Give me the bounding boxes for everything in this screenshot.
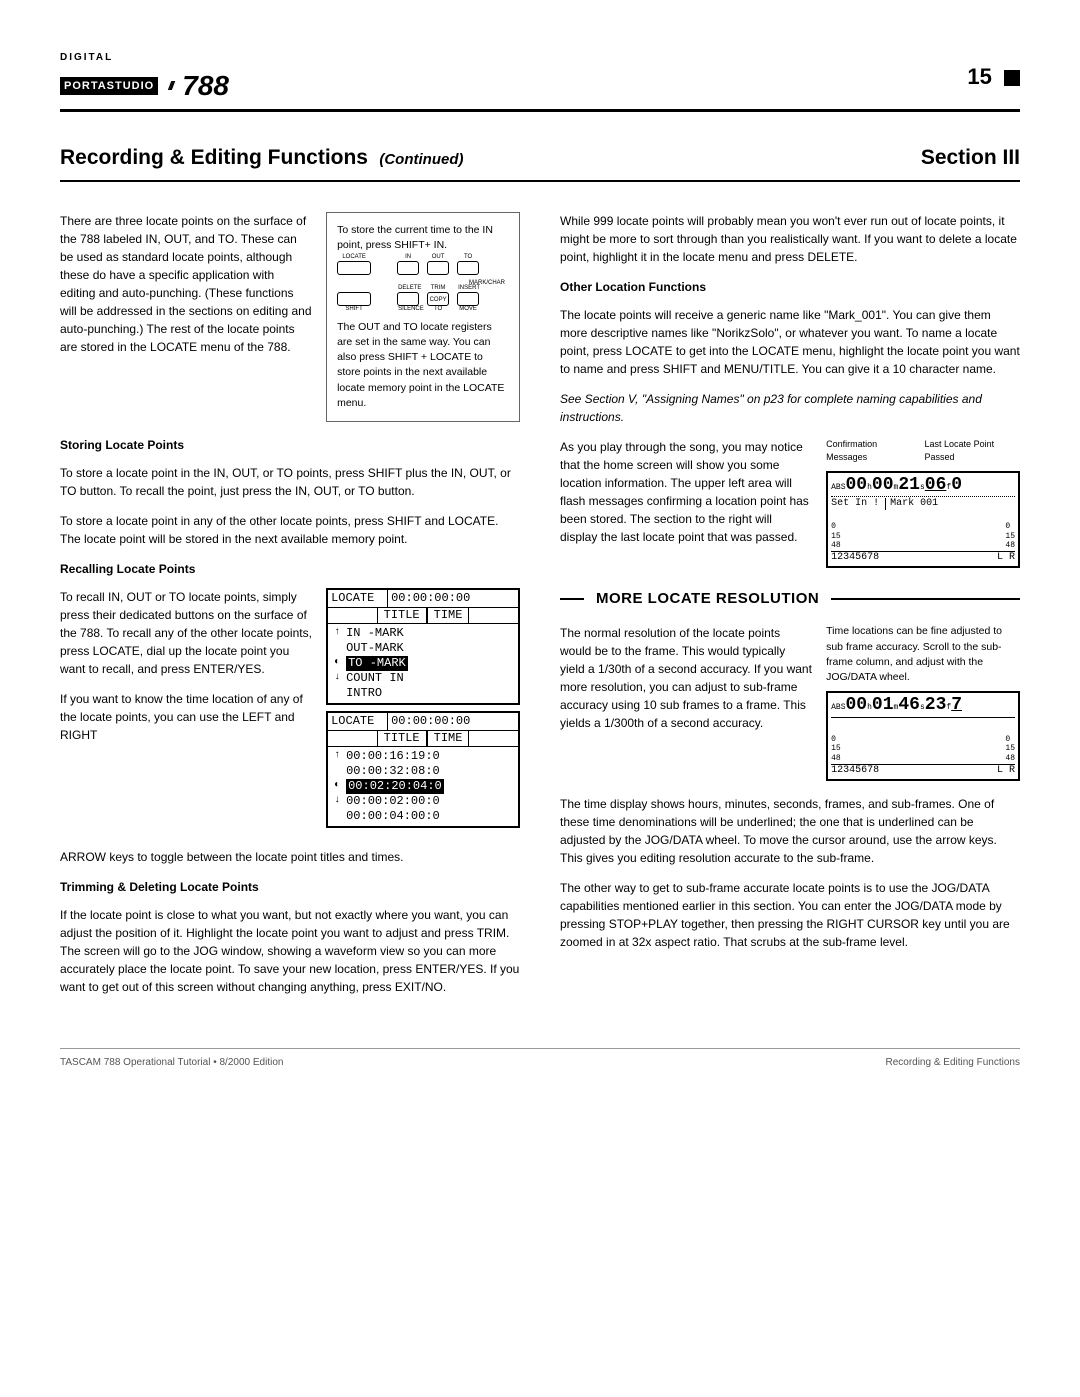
list-item-selected: TO -MARK: [346, 656, 408, 671]
lcd-label-last: Last Locate Point Passed: [925, 438, 1020, 465]
right-column: While 999 locate points will probably me…: [560, 212, 1020, 1008]
figure-caption-bottom: The OUT and TO locate registers are set …: [337, 320, 509, 411]
lcd-home-screen: ABS 00h 00m 21s 06f 0 Set In ! Mark 001 …: [826, 471, 1020, 568]
subsection-title: MORE LOCATE RESOLUTION: [596, 588, 819, 611]
heading-other: Other Location Functions: [560, 278, 1020, 296]
figure-shift-in: To store the current time to the IN poin…: [326, 212, 520, 422]
lcd2-channels: 12345678: [831, 765, 879, 777]
lcd-labels: Confirmation Messages Last Locate Point …: [826, 438, 1020, 465]
lcd-label-confirm: Confirmation Messages: [826, 438, 914, 465]
left-column: There are three locate points on the sur…: [60, 212, 520, 1008]
res-side-caption: Time locations can be fine adjusted to s…: [826, 624, 1020, 685]
list-item: 00:00:04:00:0: [346, 809, 440, 824]
lcd-meters-right: 0 15 48: [1005, 522, 1015, 551]
section-number: Section III: [921, 142, 1020, 174]
section-continued: (Continued): [379, 151, 463, 168]
page-footer: TASCAM 788 Operational Tutorial • 8/2000…: [60, 1048, 1020, 1070]
lcd-channels: 12345678: [831, 552, 879, 564]
footer-right: Recording & Editing Functions: [885, 1055, 1020, 1070]
heading-recalling: Recalling Locate Points: [60, 560, 520, 578]
list-item: 00:00:02:00:0: [346, 794, 440, 809]
locate-button-icon: LOCATE: [337, 261, 371, 275]
trim-p: If the locate point is close to what you…: [60, 906, 520, 996]
locate-sub-time-2: TIME: [427, 731, 470, 746]
locate-sub-title-2: TITLE: [377, 731, 427, 746]
lcd-lr: L R: [997, 552, 1015, 564]
out-button-icon: OUT: [427, 261, 449, 275]
list-item: 00:00:32:08:0: [346, 764, 440, 779]
res-p3: The other way to get to sub-frame accura…: [560, 879, 1020, 951]
heading-trim: Trimming & Deleting Locate Points: [60, 878, 520, 896]
intro-paragraph: There are three locate points on the sur…: [60, 212, 312, 356]
trim-button-icon: TRIMCOPY TO: [427, 292, 449, 306]
recall-p2: If you want to know the time location of…: [60, 690, 312, 744]
stripes-icon: ///: [168, 77, 172, 95]
page-number: 15: [967, 60, 1020, 93]
in-button-icon: IN: [397, 261, 419, 275]
res-p1: The normal resolution of the locate poin…: [560, 624, 812, 732]
page-number-text: 15: [967, 64, 991, 89]
delete-button-icon: DELETESILENCE: [397, 292, 419, 306]
recall-p3: ARROW keys to toggle between the locate …: [60, 848, 520, 866]
see-section: See Section V, "Assigning Names" on p23 …: [560, 390, 1020, 426]
storing-p2: To store a locate point in any of the ot…: [60, 512, 520, 548]
lcd-subframe-screen: ABS 00h 01m 46s 23f 7 0 15 48: [826, 691, 1020, 780]
list-item: 00:00:16:19:0: [346, 749, 440, 764]
right-p1: While 999 locate points will probably me…: [560, 212, 1020, 266]
section-header: Recording & Editing Functions (Continued…: [60, 142, 1020, 182]
right-p2: The locate points will receive a generic…: [560, 306, 1020, 378]
locate-screen-times: LOCATE 00:00:00:00 TITLE TIME ↑00:00:16:…: [326, 711, 520, 828]
footer-left: TASCAM 788 Operational Tutorial • 8/2000…: [60, 1055, 283, 1070]
model-number: 788: [182, 65, 229, 107]
page-header: DIGITAL PORTASTUDIO /// 788 15: [60, 50, 1020, 112]
list-item-selected: 00:02:20:04:0: [346, 779, 444, 794]
section-title: Recording & Editing Functions: [60, 146, 368, 169]
brand-bottom: PORTASTUDIO /// 788: [60, 65, 1020, 107]
list-item: INTRO: [346, 686, 382, 701]
right-p3: As you play through the song, you may no…: [560, 438, 812, 546]
locate-sub-time: TIME: [427, 608, 470, 623]
brand-top: DIGITAL: [60, 50, 1020, 65]
lcd-sub1: Set In !: [831, 498, 879, 510]
res-p2: The time display shows hours, minutes, s…: [560, 795, 1020, 867]
locate-screen-titles: LOCATE 00:00:00:00 TITLE TIME ↑IN -MARK …: [326, 588, 520, 705]
figure-caption-top: To store the current time to the IN poin…: [337, 223, 509, 253]
locate-header-label: LOCATE: [328, 590, 388, 607]
list-item: COUNT IN: [346, 671, 404, 686]
main-columns: There are three locate points on the sur…: [60, 212, 1020, 1008]
insert-button-icon: INSERTMOVE: [457, 292, 479, 306]
locate-header-time-2: 00:00:00:00: [388, 713, 473, 730]
lcd-sub2: Mark 001: [885, 498, 938, 510]
lcd-meters-left: 0 15 48: [831, 522, 841, 551]
lcd2-meters-left: 0 15 48: [831, 735, 841, 764]
locate-sub-title: TITLE: [377, 608, 427, 623]
recall-p1: To recall IN, OUT or TO locate points, s…: [60, 588, 312, 678]
to-button-icon: TO: [457, 261, 479, 275]
storing-p1: To store a locate point in the IN, OUT, …: [60, 464, 520, 500]
page-number-box-icon: [1004, 70, 1020, 86]
lcd2-lr: L R: [997, 765, 1015, 777]
figure-buttons: LOCATE IN OUT TO MARK/CHAR SHIFT DELETES…: [337, 261, 509, 306]
shift-button-icon: SHIFT: [337, 292, 371, 306]
list-item: IN -MARK: [346, 626, 404, 641]
heading-storing: Storing Locate Points: [60, 436, 520, 454]
brand-name: PORTASTUDIO: [60, 77, 158, 96]
subsection-header: MORE LOCATE RESOLUTION: [560, 588, 1020, 611]
list-item: OUT-MARK: [346, 641, 404, 656]
locate-header-label-2: LOCATE: [328, 713, 388, 730]
locate-header-time: 00:00:00:00: [388, 590, 473, 607]
lcd2-meters-right: 0 15 48: [1005, 735, 1015, 764]
